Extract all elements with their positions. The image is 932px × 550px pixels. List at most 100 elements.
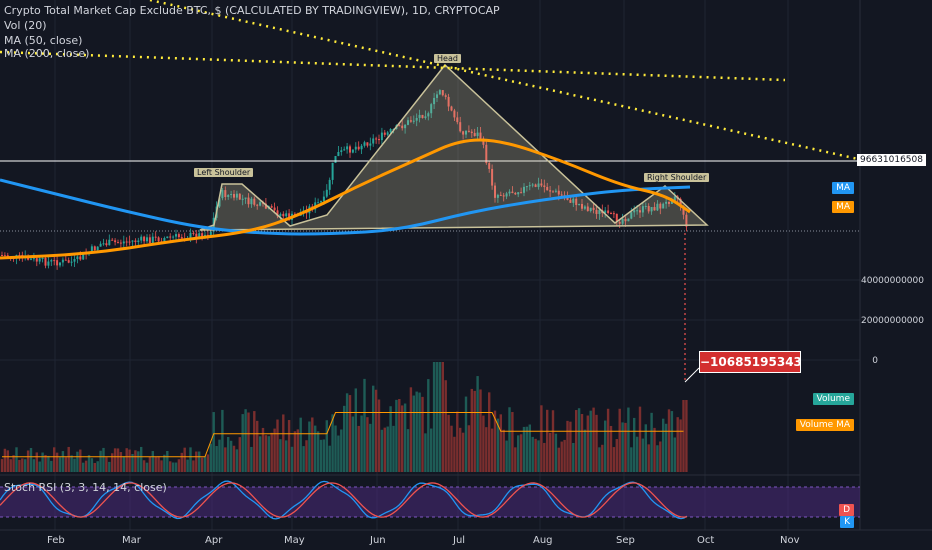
volume-bar xyxy=(479,389,482,472)
volume-bar xyxy=(0,459,4,472)
candle-body xyxy=(122,241,125,244)
x-tick-nov: Nov xyxy=(780,535,800,546)
candle-body xyxy=(331,162,334,180)
candle-body xyxy=(349,146,351,153)
candle-body xyxy=(76,256,79,260)
volume-bar xyxy=(572,442,575,472)
x-tick-jun: Jun xyxy=(370,535,386,546)
volume-bar xyxy=(84,460,88,472)
candle-body xyxy=(73,259,76,262)
candle-body xyxy=(293,213,296,215)
price-level-badge: 96631016508 xyxy=(857,154,926,166)
volume-bar xyxy=(569,421,572,472)
rsi-k-line xyxy=(0,480,688,520)
candle-body xyxy=(288,213,291,220)
volume-bar xyxy=(560,441,563,472)
candle-body xyxy=(273,207,276,211)
candle-body xyxy=(44,258,47,266)
volume-bar xyxy=(461,432,465,472)
volume-bar xyxy=(409,387,413,472)
indicator-stoch-rsi[interactable]: Stoch RSI (3, 3, 14, 14, close) xyxy=(4,481,167,494)
volume-bar xyxy=(35,452,38,472)
candle-body xyxy=(346,146,349,150)
volume-bar xyxy=(163,454,166,472)
volume-bar xyxy=(119,452,123,472)
candle-body xyxy=(253,198,256,205)
volume-bar xyxy=(290,446,294,472)
indicator-volume[interactable]: Vol (20) xyxy=(4,19,47,32)
candle-body xyxy=(508,191,511,194)
volume-bar xyxy=(592,407,595,472)
candle-body xyxy=(340,150,343,152)
volume-bar xyxy=(108,461,111,472)
candle-body xyxy=(264,203,267,209)
volume-bar xyxy=(685,400,688,472)
candle-body xyxy=(172,236,175,238)
volume-bar xyxy=(264,435,268,472)
volume-bar xyxy=(15,447,18,472)
volume-bar xyxy=(247,412,250,472)
candle-body xyxy=(665,201,668,204)
volume-bar xyxy=(340,429,343,472)
volume-bar xyxy=(554,433,558,472)
volume-bar xyxy=(621,422,624,472)
volume-bar xyxy=(261,427,265,472)
volume-bar xyxy=(293,431,297,472)
candle-body xyxy=(320,201,322,203)
candle-body xyxy=(473,133,476,137)
volume-ma-line xyxy=(2,412,684,458)
volume-bar xyxy=(389,406,392,472)
volume-bar xyxy=(32,459,36,472)
candle-body xyxy=(639,210,641,213)
volume-bar xyxy=(177,459,181,472)
volume-bar xyxy=(174,462,178,472)
volume-bar xyxy=(543,442,546,472)
volume-bar xyxy=(145,462,149,472)
volume-bar xyxy=(131,454,134,472)
candle-body xyxy=(195,233,198,239)
candle-body xyxy=(465,130,467,135)
candle-body xyxy=(430,104,433,114)
candle-body xyxy=(499,194,502,196)
volume-bar xyxy=(311,417,314,472)
candle-body xyxy=(670,200,673,204)
candle-body xyxy=(415,117,418,121)
volume-bar xyxy=(192,460,195,472)
candle-body xyxy=(491,168,494,186)
volume-tag: Volume xyxy=(812,393,854,405)
candle-body xyxy=(618,221,621,224)
volume-bar xyxy=(195,451,198,472)
ma50-tag: MA xyxy=(832,201,854,213)
candle-body xyxy=(653,207,656,211)
indicator-ma200[interactable]: MA (200, close) xyxy=(4,47,90,60)
volume-bar xyxy=(113,448,117,472)
volume-bar xyxy=(575,410,578,472)
volume-bar xyxy=(345,393,349,472)
candle-body xyxy=(488,163,491,169)
candle-body xyxy=(146,237,148,242)
x-tick-mar: Mar xyxy=(122,535,141,546)
volume-bar xyxy=(540,405,543,472)
candle-body xyxy=(1,255,3,256)
volume-bar xyxy=(180,452,183,472)
candle-body xyxy=(119,242,122,244)
volume-bar xyxy=(160,460,163,472)
candle-body xyxy=(627,218,630,222)
volume-bar xyxy=(499,414,502,472)
candle-body xyxy=(79,256,82,260)
candle-body xyxy=(108,239,111,246)
volume-bar xyxy=(183,447,186,472)
indicator-ma50[interactable]: MA (50, close) xyxy=(4,34,83,47)
volume-bar xyxy=(537,440,540,472)
volume-bar xyxy=(517,435,520,472)
volume-bar xyxy=(464,396,468,472)
y-tick-40b: 40000000000 xyxy=(861,276,924,286)
volume-bar xyxy=(151,451,154,472)
candle-body xyxy=(482,138,485,145)
volume-bar xyxy=(447,414,450,472)
candle-body xyxy=(595,209,598,214)
volume-bar xyxy=(308,421,311,472)
candle-body xyxy=(398,125,401,127)
candle-body xyxy=(70,261,73,263)
volume-bar xyxy=(206,454,210,472)
